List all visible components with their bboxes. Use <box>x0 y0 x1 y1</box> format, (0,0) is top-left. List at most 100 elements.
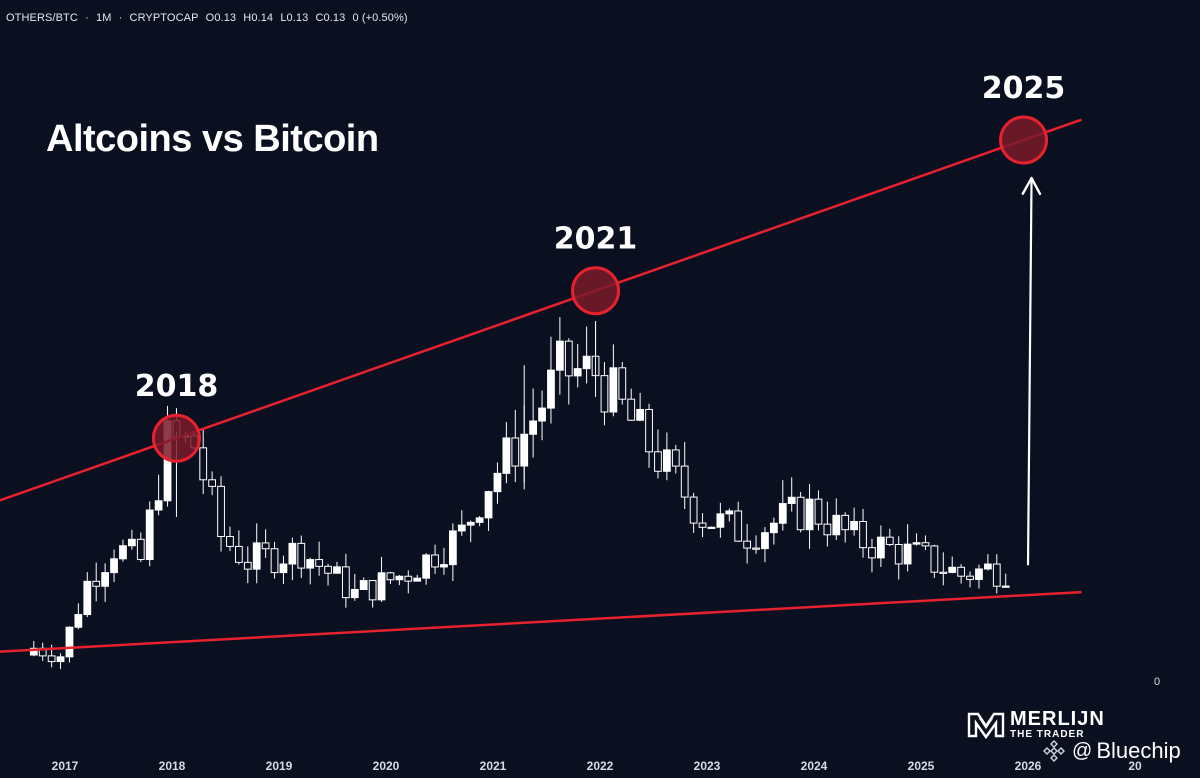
candle-down <box>627 398 636 421</box>
candle-up <box>529 420 538 435</box>
at-sign: @ <box>1072 739 1093 762</box>
separator: · <box>118 12 123 24</box>
high-value: H0.14 <box>243 12 274 24</box>
candle-up <box>912 542 921 545</box>
chart-title: Altcoins vs Bitcoin <box>46 118 379 160</box>
candle-up <box>119 545 127 560</box>
candle-down <box>217 485 225 537</box>
candle-down <box>645 408 653 453</box>
candle-down <box>404 575 413 582</box>
candle-up <box>333 566 341 574</box>
candle-down <box>92 580 101 587</box>
candle-up <box>547 369 555 409</box>
candle-down <box>698 522 707 528</box>
candle-up <box>466 521 475 526</box>
candle-down <box>386 572 395 581</box>
projection-arrow-head <box>1021 176 1042 196</box>
merlijn-logo-icon <box>967 712 1005 740</box>
candle-up <box>707 526 716 529</box>
candle-up <box>662 449 671 472</box>
candle-up <box>56 656 65 663</box>
candle-up <box>440 564 448 568</box>
peak-year-label: 2021 <box>554 222 638 257</box>
candle-up <box>502 437 511 474</box>
open-value: O0.13 <box>205 12 237 24</box>
x-tick-label: 2017 <box>52 759 79 773</box>
exchange-label: CRYPTOCAP <box>129 12 199 24</box>
change-value: 0 (+0.50%) <box>352 12 408 24</box>
candle-down <box>261 542 270 550</box>
candle-down <box>859 520 867 549</box>
candle-down <box>315 559 324 567</box>
interval-label: 1M <box>95 12 112 24</box>
candle-down <box>743 540 752 549</box>
candle-down <box>930 545 939 573</box>
candle-up <box>725 510 734 515</box>
x-tick-label: 20 <box>1128 759 1142 773</box>
candle-up <box>948 566 957 573</box>
candle-up <box>761 532 769 550</box>
peak-highlight-circle <box>571 266 621 316</box>
candle-up <box>778 502 787 524</box>
candle-down <box>564 340 573 377</box>
candle-up <box>805 498 814 531</box>
candle-up <box>484 491 493 519</box>
x-axis: 2017 2018 2019 2020 2021 2022 2023 2024 2025 2026… <box>52 759 1142 773</box>
candle-up <box>787 496 796 504</box>
candle-up <box>636 408 645 421</box>
candle-down <box>885 536 894 546</box>
candle-up <box>83 580 92 616</box>
candle-down <box>814 498 823 525</box>
candle-up <box>903 543 912 565</box>
candle-up <box>983 563 992 570</box>
candle-up <box>716 513 725 528</box>
candle-up <box>448 530 457 566</box>
candle-up <box>252 542 261 570</box>
close-value: C0.13 <box>315 12 346 24</box>
candle-up <box>145 509 154 561</box>
candle-up <box>29 647 38 656</box>
x-tick-label: 2022 <box>587 759 614 773</box>
candle-down <box>208 479 217 487</box>
candle-down <box>841 514 850 531</box>
candle-down <box>297 542 306 569</box>
candle-down <box>368 580 377 601</box>
candle-down <box>921 542 930 547</box>
candle-up <box>850 520 859 531</box>
candle-up <box>573 368 582 377</box>
candle-down <box>671 449 680 467</box>
candle-up <box>1001 585 1010 588</box>
brand-subtitle: THE TRADER <box>1010 728 1085 740</box>
candle-up <box>359 580 368 591</box>
candle-down <box>243 561 252 570</box>
candle-down <box>136 538 145 561</box>
candle-down <box>868 547 876 559</box>
candle-down <box>957 566 966 577</box>
candle-up <box>582 355 591 370</box>
candle-down <box>654 451 662 472</box>
candle-up <box>609 367 618 413</box>
candle-down <box>680 465 689 498</box>
candle-down <box>823 523 832 536</box>
source-name: Bluechip <box>1096 738 1181 763</box>
candle-up <box>832 514 841 536</box>
candle-down <box>734 510 743 542</box>
peak-year-label: 2025 <box>982 71 1066 106</box>
candle-down <box>600 375 609 413</box>
candle-down <box>894 544 903 565</box>
candle-down <box>966 575 974 580</box>
candle-down <box>992 563 1001 587</box>
candle-up <box>288 542 297 565</box>
candle-up <box>538 407 546 422</box>
candle-up <box>422 554 431 579</box>
projection-arrow-shaft <box>1026 178 1033 566</box>
candle-up <box>101 572 110 587</box>
x-tick-label: 2020 <box>373 759 400 773</box>
annotation-layer: 2018 2021 2025 <box>135 71 1066 566</box>
candle-up <box>395 575 404 581</box>
x-tick-label: 2025 <box>908 759 935 773</box>
candle-up <box>127 538 136 547</box>
x-tick-label: 2023 <box>694 759 721 773</box>
binance-diamond-icon <box>1043 740 1065 762</box>
